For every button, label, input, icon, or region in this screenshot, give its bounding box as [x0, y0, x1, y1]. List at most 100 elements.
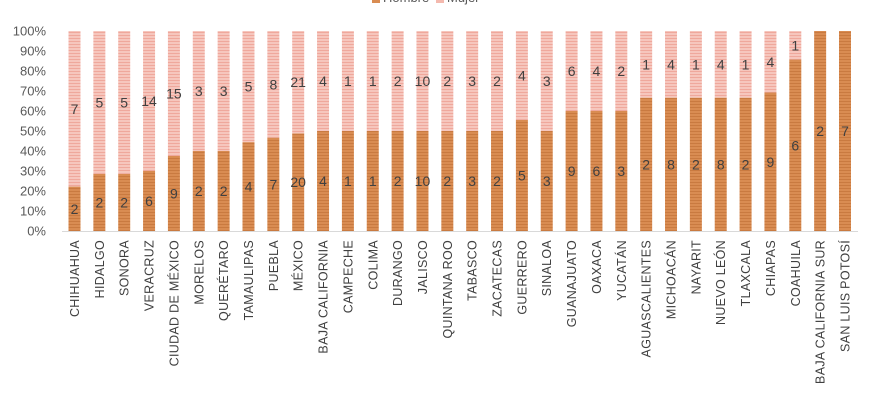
bar-segment-mujer [689, 31, 702, 98]
legend-swatch-mujer [436, 0, 444, 3]
y-tick-label: 0% [27, 224, 46, 239]
y-tick-label: 10% [20, 204, 46, 219]
category-label: COAHUILA [789, 240, 803, 307]
bar-segment-mujer [491, 31, 504, 131]
category-label: CAMPECHE [341, 240, 355, 313]
bar-segment-mujer [615, 31, 628, 111]
data-label-hombre: 2 [742, 156, 750, 172]
bar-segment-mujer [640, 31, 653, 98]
data-label-mujer: 5 [95, 94, 103, 110]
data-label-mujer: 4 [667, 56, 675, 72]
y-tick-label: 50% [20, 124, 46, 139]
data-label-hombre: 2 [816, 123, 824, 139]
bar-segment-hombre [267, 137, 280, 231]
bar-segment-hombre [391, 131, 404, 231]
data-label-hombre: 2 [120, 194, 128, 210]
bar-segment-hombre [615, 111, 628, 231]
y-tick-label: 100% [13, 24, 47, 39]
bar-segment-mujer [167, 31, 180, 156]
bar-segment-mujer [143, 31, 156, 171]
data-label-hombre: 1 [344, 173, 352, 189]
bar-segment-hombre [93, 173, 106, 231]
data-label-hombre: 9 [767, 154, 775, 170]
bar-segment-hombre [839, 31, 851, 231]
bar-segment-hombre [714, 97, 727, 232]
bar-segment-mujer [665, 31, 678, 98]
bar-segment-hombre [68, 186, 81, 231]
category-label: SONORA [118, 240, 132, 296]
bar-segment-mujer [93, 31, 106, 174]
data-label-hombre: 3 [617, 163, 625, 179]
data-label-hombre: 3 [468, 173, 476, 189]
data-label-mujer: 2 [394, 73, 402, 89]
bar-segment-mujer [192, 31, 205, 151]
bar-segment-hombre [441, 131, 454, 231]
legend: Hombre Mujer [372, 0, 480, 5]
category-label: GUERRERO [515, 240, 529, 315]
bar-segment-mujer [317, 31, 330, 131]
data-label-hombre: 7 [841, 123, 849, 139]
category-label: NUEVO LEÓN [713, 240, 728, 325]
bar-segment-hombre [118, 173, 131, 231]
bar-segment-mujer [466, 31, 479, 131]
data-label-hombre: 6 [791, 137, 799, 153]
category-label: OAXACA [590, 240, 604, 294]
y-tick-label: 20% [20, 184, 46, 199]
bar-segment-hombre [739, 97, 752, 232]
bar-segment-mujer [341, 31, 354, 131]
data-label-mujer: 2 [443, 73, 451, 89]
data-labels: 2725256149152323457820214411112210102233… [71, 37, 850, 216]
bar-segment-mujer [366, 31, 379, 131]
data-label-hombre: 2 [692, 156, 700, 172]
bar-segment-hombre [416, 131, 429, 231]
bar-segment-mujer [292, 31, 305, 134]
bar-segment-hombre [143, 171, 156, 231]
data-label-hombre: 2 [394, 173, 402, 189]
bar-segment-mujer [515, 31, 528, 120]
category-label: SAN LUIS POTOSÍ [838, 240, 853, 352]
bar-segment-mujer [217, 31, 230, 151]
data-label-mujer: 14 [141, 93, 157, 109]
bar-segment-hombre [590, 111, 603, 231]
data-label-mujer: 4 [717, 56, 725, 72]
bar-segment-mujer [416, 31, 429, 131]
data-label-mujer: 8 [269, 76, 277, 92]
bar-segment-mujer [789, 31, 802, 60]
data-label-mujer: 3 [543, 73, 551, 89]
y-tick-label: 60% [20, 104, 46, 119]
data-label-hombre: 9 [568, 163, 576, 179]
data-label-hombre: 6 [593, 163, 601, 179]
bar-segment-mujer [565, 31, 578, 111]
category-label: CHIAPAS [764, 240, 778, 296]
bar-segment-hombre [689, 97, 702, 232]
bar-segment-mujer [118, 31, 131, 174]
bar-segment-hombre [341, 131, 354, 231]
category-label: AGUASCALIENTES [640, 240, 654, 357]
legend-label-mujer: Mujer [447, 0, 480, 5]
bar-segment-hombre [167, 156, 180, 231]
data-label-hombre: 2 [443, 173, 451, 189]
category-label: MORELOS [192, 240, 206, 305]
bar-segment-hombre [242, 142, 255, 231]
data-label-mujer: 5 [245, 79, 253, 95]
category-label: YUCATÁN [614, 240, 629, 301]
bar-segment-hombre [491, 131, 504, 231]
data-label-mujer: 1 [369, 73, 377, 89]
bar-segment-hombre [217, 151, 230, 231]
category-label: MICHOACÁN [664, 240, 679, 319]
data-label-mujer: 15 [166, 86, 182, 102]
bar-segment-mujer [267, 31, 280, 138]
bar-segment-mujer [540, 31, 553, 131]
bar-segment-hombre [764, 92, 777, 232]
data-label-mujer: 1 [344, 73, 352, 89]
data-label-mujer: 4 [518, 67, 526, 83]
data-label-mujer: 3 [195, 83, 203, 99]
y-axis: 0% 10% 20% 30% 40% 50% 60% 70% 80% 90% 100% [13, 24, 858, 239]
data-label-hombre: 8 [667, 156, 675, 172]
x-axis: CHIHUAHUA HIDALGO SONORA VERACRUZ CIUDAD DE … [68, 240, 853, 384]
category-label: TABASCO [466, 240, 480, 301]
bars [68, 31, 851, 232]
data-label-hombre: 2 [220, 183, 228, 199]
y-tick-label: 80% [20, 64, 46, 79]
